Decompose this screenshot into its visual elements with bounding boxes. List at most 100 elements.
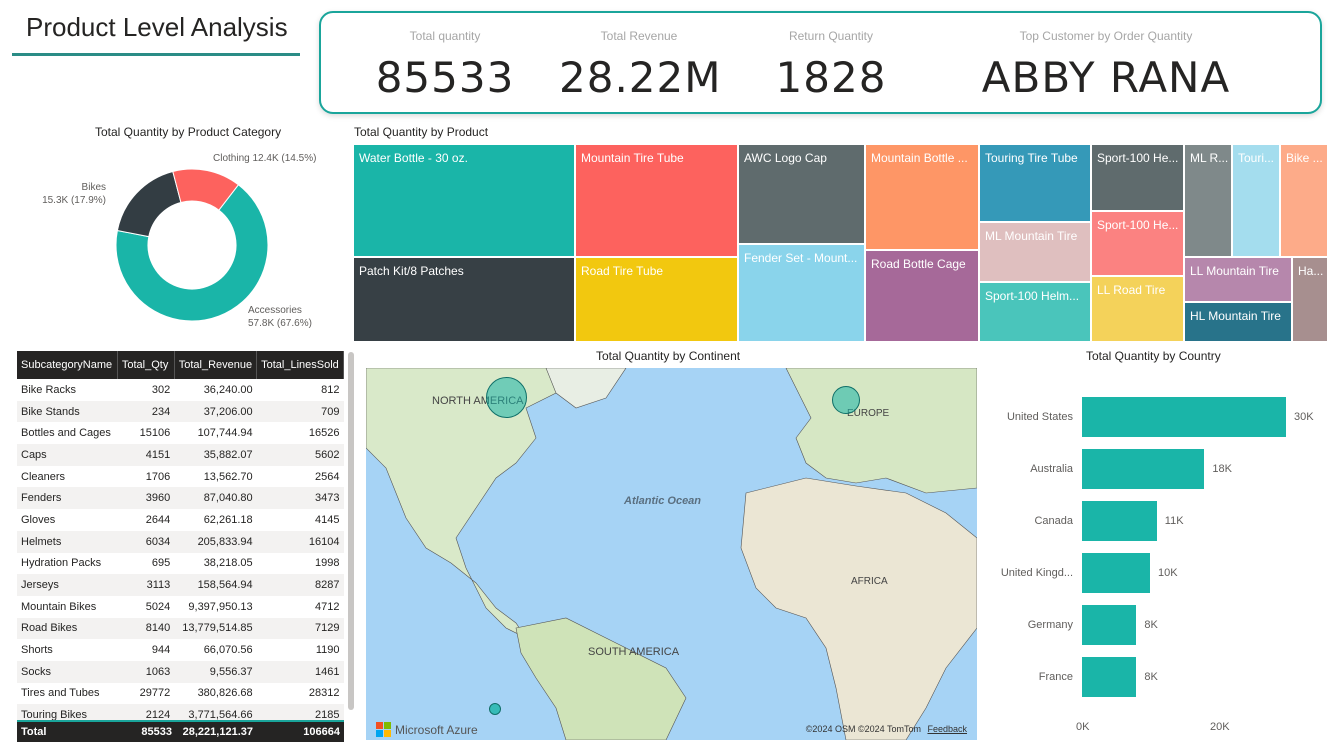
table-row[interactable]: Caps 4151 35,882.07 5602 [17,444,344,466]
treemap-tile[interactable]: ML Mountain Tire [979,222,1091,282]
col-header-total-lines-sold[interactable]: Total_LinesSold [256,351,344,379]
north-america-landmass [366,368,567,639]
kpi-return-quantity[interactable]: Return Quantity 1828 [751,13,911,102]
col-header-total-revenue[interactable]: Total_Revenue [174,351,258,379]
cell-total-lines-sold: 3473 [256,487,344,510]
treemap-tile[interactable]: HL Mountain Tire [1184,302,1292,342]
table-row[interactable]: Helmets 6034 205,833.94 16104 [17,530,344,553]
table-row[interactable]: Bottles and Cages 15106 107,744.94 16526 [17,422,344,444]
cell-subcategory: Road Bikes [17,617,118,640]
table-row[interactable]: Socks 1063 9,556.37 1461 [17,660,344,683]
bubble-oceania[interactable] [489,703,501,715]
treemap[interactable]: Water Bottle - 30 oz. Patch Kit/8 Patches… [353,144,1328,342]
greenland-landmass [545,368,627,409]
treemap-tile[interactable]: Mountain Bottle ... [865,144,979,250]
microsoft-logo-icon [376,722,391,737]
treemap-tile-label: Sport-100 He... [1097,218,1179,232]
bubble-europe[interactable] [832,386,860,414]
bar[interactable] [1082,553,1150,593]
bar[interactable] [1082,397,1286,437]
bubble-north-america[interactable] [486,377,527,418]
treemap-tile[interactable]: Sport-100 Helm... [979,282,1091,342]
cell-total-qty: 4151 [117,444,175,466]
kpi-value: 28.22M [559,53,722,102]
bar-value-label: 8K [1144,671,1158,683]
table-row[interactable]: Gloves 2644 62,261.18 4145 [17,509,344,531]
table-row[interactable]: Tires and Tubes 29772 380,826.68 28312 [17,683,344,705]
value-bikes: 15.3K (17.9%) [42,195,106,206]
treemap-tile[interactable]: LL Road Tire [1091,276,1184,342]
treemap-tile[interactable]: Water Bottle - 30 oz. [353,144,575,257]
col-header-total-qty[interactable]: Total_Qty [117,351,175,379]
treemap-tile-label: AWC Logo Cap [744,151,827,165]
table-row[interactable]: Road Bikes 8140 13,779,514.85 7129 [17,617,344,640]
continent-map[interactable]: NORTH AMERICA EUROPE AFRICA SOUTH AMERIC… [366,368,977,740]
table-row[interactable]: Hydration Packs 695 38,218.05 1998 [17,553,344,575]
donut-chart[interactable] [110,163,274,327]
label-africa: AFRICA [851,576,888,587]
kpi-total-revenue[interactable]: Total Revenue 28.22M [559,13,722,102]
treemap-tile[interactable]: Road Tire Tube [575,257,738,342]
cell-total-revenue: 13,779,514.85 [174,617,257,640]
feedback-link[interactable]: Feedback [927,724,967,734]
label-south-america: SOUTH AMERICA [588,646,680,658]
total-lines-sold: 106664 [303,726,340,738]
subcategory-table[interactable]: SubcategoryName Total_Qty Total_Revenue … [17,351,344,741]
treemap-tile[interactable]: Fender Set - Mount... [738,244,865,342]
col-header-subcategory[interactable]: SubcategoryName [17,351,118,379]
treemap-tile[interactable]: Ha... [1292,257,1328,342]
treemap-tile[interactable]: Sport-100 He... [1091,144,1184,211]
cell-subcategory: Bike Racks [21,383,77,396]
treemap-tile[interactable]: LL Mountain Tire [1184,257,1292,302]
treemap-tile-label: Bike ... [1286,151,1323,165]
treemap-tile[interactable]: Patch Kit/8 Patches [353,257,575,342]
cell-total-lines-sold: 812 [321,383,340,396]
legend-clothing: Clothing [213,153,250,164]
treemap-tile[interactable]: Touring Tire Tube [979,144,1091,222]
treemap-tile[interactable]: Road Bottle Cage [865,250,979,342]
kpi-total-quantity[interactable]: Total quantity 85533 [365,13,525,102]
treemap-tile-label: Mountain Tire Tube [581,151,684,165]
cell-total-qty: 944 [151,644,171,657]
treemap-tile[interactable]: ML R... [1184,144,1232,257]
bar[interactable] [1082,605,1137,645]
table-row[interactable]: Jerseys 3113 158,564.94 8287 [17,574,344,596]
cell-total-revenue: 9,556.37 [174,660,257,683]
table-row[interactable]: Bike Stands 234 37,206.00 709 [17,400,344,423]
cell-subcategory: Shorts [21,644,53,657]
map-title: Total Quantity by Continent [596,349,741,363]
table-row[interactable]: Fenders 3960 87,040.80 3473 [17,487,344,510]
bar-value-label: 8K [1144,619,1158,631]
treemap-tile[interactable]: AWC Logo Cap [738,144,865,244]
table-scrollbar[interactable] [348,352,354,710]
donut-slice-bikes[interactable] [116,170,182,238]
africa-landmass [740,477,977,740]
treemap-tile-label: Sport-100 He... [1097,151,1179,165]
bar[interactable] [1082,449,1205,489]
table-row[interactable]: Bike Racks 302 36,240.00 812 [17,379,344,401]
cell-subcategory: Gloves [21,513,56,526]
kpi-top-customer[interactable]: Top Customer by Order Quantity ABBY RANA [961,13,1251,102]
table-row[interactable]: Shorts 944 66,070.56 1190 [17,639,344,661]
treemap-tile[interactable]: Bike ... [1280,144,1328,257]
table-row[interactable]: Mountain Bikes 5024 9,397,950.13 4712 [17,596,344,618]
bar[interactable] [1082,657,1137,697]
treemap-tile[interactable]: Mountain Tire Tube [575,144,738,257]
cell-subcategory: Socks [17,660,118,683]
cell-subcategory: Jerseys [17,574,118,596]
cell-total-qty: 2644 [145,513,171,526]
treemap-tile[interactable]: Sport-100 He... [1091,211,1184,276]
donut-slice-clothing[interactable] [172,168,240,211]
south-america-landmass [515,617,687,740]
cell-total-revenue: 205,833.94 [174,530,257,553]
bar-category-label: Australia [1030,463,1073,475]
table-row[interactable]: Cleaners 1706 13,562.70 2564 [17,466,344,488]
bar[interactable] [1082,501,1157,541]
cell-subcategory: Helmets [17,530,118,553]
treemap-tile-label: Water Bottle - 30 oz. [359,151,468,165]
treemap-tile-label: Sport-100 Helm... [985,289,1080,303]
donut-slice-accessories[interactable] [115,184,269,322]
table-total-row: Total 85533 28,221,121.37 106664 [17,720,344,742]
treemap-tile[interactable]: Touri... [1232,144,1280,257]
azure-logo: Microsoft Azure [376,722,478,737]
